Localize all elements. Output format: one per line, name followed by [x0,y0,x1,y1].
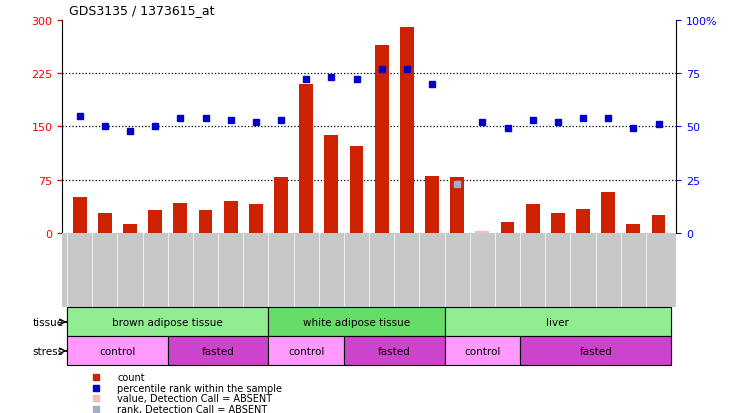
Bar [249,205,263,233]
Bar [73,198,87,233]
Text: white adipose tissue: white adipose tissue [303,317,410,327]
Bar [168,337,268,366]
Bar [602,192,616,233]
Bar [224,202,238,233]
Bar [444,337,520,366]
Bar [576,210,590,233]
Bar [425,177,439,233]
Bar [551,214,565,233]
Bar [520,337,671,366]
Bar [67,308,268,337]
Text: tissue: tissue [32,317,64,327]
Bar [626,225,640,233]
Bar [268,308,444,337]
Bar [199,211,213,233]
Text: liver: liver [547,317,569,327]
Bar [98,214,112,233]
Text: control: control [288,346,325,356]
Bar [450,178,464,233]
Bar [173,204,187,233]
Text: stress: stress [32,346,64,356]
Text: count: count [118,373,145,382]
Bar [444,308,671,337]
Bar [375,45,389,233]
Text: fasted: fasted [378,346,411,356]
Bar [123,225,137,233]
Bar [274,178,288,233]
Text: rank, Detection Call = ABSENT: rank, Detection Call = ABSENT [118,404,268,413]
Text: GDS3135 / 1373615_at: GDS3135 / 1373615_at [69,4,215,17]
Text: value, Detection Call = ABSENT: value, Detection Call = ABSENT [118,393,273,403]
Bar [400,28,414,233]
Bar [148,211,162,233]
Text: control: control [464,346,501,356]
Bar [344,337,444,366]
Bar [651,216,665,233]
Text: control: control [99,346,136,356]
Bar [501,223,515,233]
Bar [299,84,313,233]
Bar [475,232,489,233]
Text: percentile rank within the sample: percentile rank within the sample [118,383,282,393]
Bar [268,337,344,366]
Text: fasted: fasted [579,346,612,356]
Bar [349,147,363,233]
Bar [526,205,539,233]
Text: brown adipose tissue: brown adipose tissue [113,317,223,327]
Text: fasted: fasted [202,346,235,356]
Bar [325,135,338,233]
Bar [67,337,168,366]
